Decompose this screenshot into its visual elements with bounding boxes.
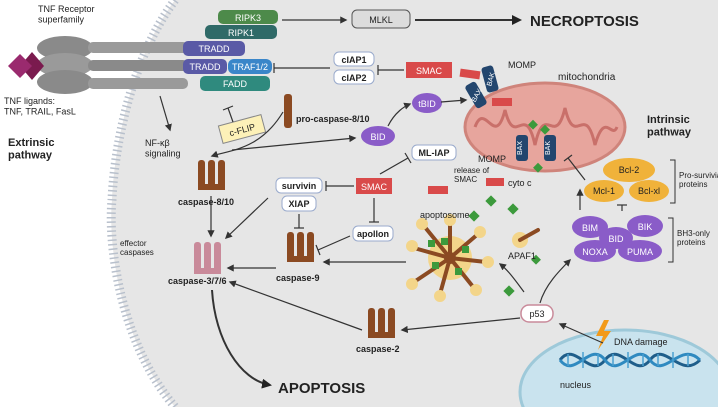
bid-oval — [361, 126, 395, 146]
nucleus-label: nucleus — [560, 380, 592, 390]
smac-red-block-3 — [486, 178, 504, 186]
ciap2-label: cIAP2 — [341, 73, 366, 83]
apoptosome-label: apoptosome — [420, 210, 470, 220]
ripk1-label: RIPK1 — [228, 28, 254, 38]
smac-mid-box — [356, 178, 392, 194]
fadd-box — [200, 76, 270, 91]
pathway-arrows — [159, 15, 604, 389]
pro-survival-label: Pro-survivialproteins — [679, 171, 718, 189]
tbid-oval — [412, 93, 442, 113]
bid2-label: BID — [608, 234, 624, 244]
survivin-box — [275, 177, 323, 194]
bax-top-box — [465, 81, 487, 109]
mcl1-label: Mcl-1 — [593, 186, 615, 196]
receptor-label: TNF Receptor superfamily — [38, 4, 95, 24]
caspase-9-label: caspase-9 — [276, 273, 320, 283]
traf-box — [228, 59, 272, 74]
bid-label: BID — [370, 132, 386, 142]
momp-top-label: MOMP — [508, 60, 536, 70]
bh3-only-cluster — [572, 215, 663, 262]
ciap1-label: cIAP1 — [341, 55, 366, 65]
apollon-label: apollon — [357, 229, 389, 239]
nfkb-label: NF-κβ signaling — [145, 138, 181, 158]
p53-box — [520, 304, 554, 323]
pro-survival-cluster — [584, 158, 669, 202]
ligand-label: TNF ligands: TNF, TRAIL, FasL — [4, 96, 76, 116]
mlkl-label: MLKL — [369, 15, 393, 25]
ciap1-box — [333, 51, 375, 67]
smac-red-block-1 — [459, 68, 481, 80]
bax-bottom-label: BAX — [517, 141, 524, 155]
cytochrome-c-squares — [468, 119, 550, 297]
tradd-box-1 — [183, 41, 245, 56]
tnf-receptor-icon — [37, 36, 188, 94]
puma-label: PUMA — [627, 247, 653, 257]
bik-label: BIK — [638, 222, 653, 232]
necroptosis-label: NECROPTOSIS — [530, 13, 639, 30]
pro-caspase-label: pro-caspase-8/10 — [296, 114, 370, 124]
tbid-label: tBID — [418, 99, 436, 109]
release-smac-label: release of SMAC — [454, 166, 490, 184]
smac-red-block-2 — [492, 98, 512, 106]
momp-bottom-label: MOMP — [478, 154, 506, 164]
bak-top-label: BAK — [486, 71, 496, 87]
nucleus — [518, 328, 718, 407]
extrinsic-pathway-label: Extrinsic pathway — [8, 137, 54, 162]
bh3-only-label: BH3-only proteins — [677, 229, 710, 247]
ml-iap-box — [411, 144, 457, 161]
bim-label: BIM — [582, 223, 598, 233]
ripk1-box — [205, 25, 277, 39]
tradd-label-1: TRADD — [199, 44, 230, 54]
caspase-2-label: caspase-2 — [356, 344, 400, 354]
ripk3-label: RIPK3 — [235, 13, 261, 23]
mlkl-box — [351, 9, 411, 29]
bak-top-box — [481, 65, 499, 93]
effector-label: effector caspases — [120, 239, 154, 257]
ml-iap-label: ML-IAP — [419, 148, 450, 158]
apaf1-label: APAF1 — [508, 251, 536, 261]
xiap-label: XIAP — [288, 199, 309, 209]
survivin-label: survivin — [282, 181, 317, 191]
smac-red-block-4 — [428, 186, 448, 194]
bclxl-label: Bcl-xl — [638, 186, 660, 196]
lightning-icon — [596, 320, 611, 350]
apoptosis-label: APOPTOSIS — [278, 380, 365, 397]
traf-label: TRAF1/2 — [232, 62, 268, 72]
apoptosome-icon — [406, 214, 494, 302]
caspase-3-7-6-icon — [194, 242, 221, 274]
ripk3-box — [218, 10, 278, 24]
dna-helix-icon — [558, 352, 702, 368]
xiap-box — [281, 195, 317, 212]
tradd-box-2 — [183, 59, 227, 74]
tradd-label-2: TRADD — [190, 62, 221, 72]
bcl2-label: Bcl-2 — [619, 165, 640, 175]
caspase-3-7-6-label: caspase-3/7/6 — [168, 276, 227, 286]
smac-top-box — [406, 62, 452, 78]
caspase-2-icon — [368, 308, 395, 338]
apaf1-icon — [512, 228, 540, 248]
dna-damage-label: DNA damage — [614, 337, 668, 347]
noxa-label: NOXA — [582, 247, 608, 257]
cflip-box — [217, 114, 267, 144]
smac-mid-label: SMAC — [361, 182, 388, 192]
pro-caspase-icon — [284, 94, 292, 128]
p53-label: p53 — [529, 309, 544, 319]
cell-membrane — [106, 0, 179, 407]
ciap2-box — [333, 69, 375, 85]
inhibition-lines — [222, 63, 627, 256]
caspase-8-10-label: caspase-8/10 — [178, 197, 234, 207]
bak-bottom-box — [544, 135, 556, 161]
bak-bottom-label: BAK — [545, 141, 552, 155]
apollon-box — [352, 225, 394, 242]
bax-bottom-box — [516, 135, 528, 161]
smac-top-label: SMAC — [416, 66, 443, 76]
cyto-c-label: cyto c — [508, 178, 532, 188]
caspase-8-10-icon — [198, 160, 225, 190]
mitochondria-label: mitochondria — [558, 72, 616, 83]
intrinsic-pathway-label: Intrinsic pathway — [647, 114, 692, 139]
caspase-9-icon — [287, 232, 314, 262]
fadd-label: FADD — [223, 79, 248, 89]
